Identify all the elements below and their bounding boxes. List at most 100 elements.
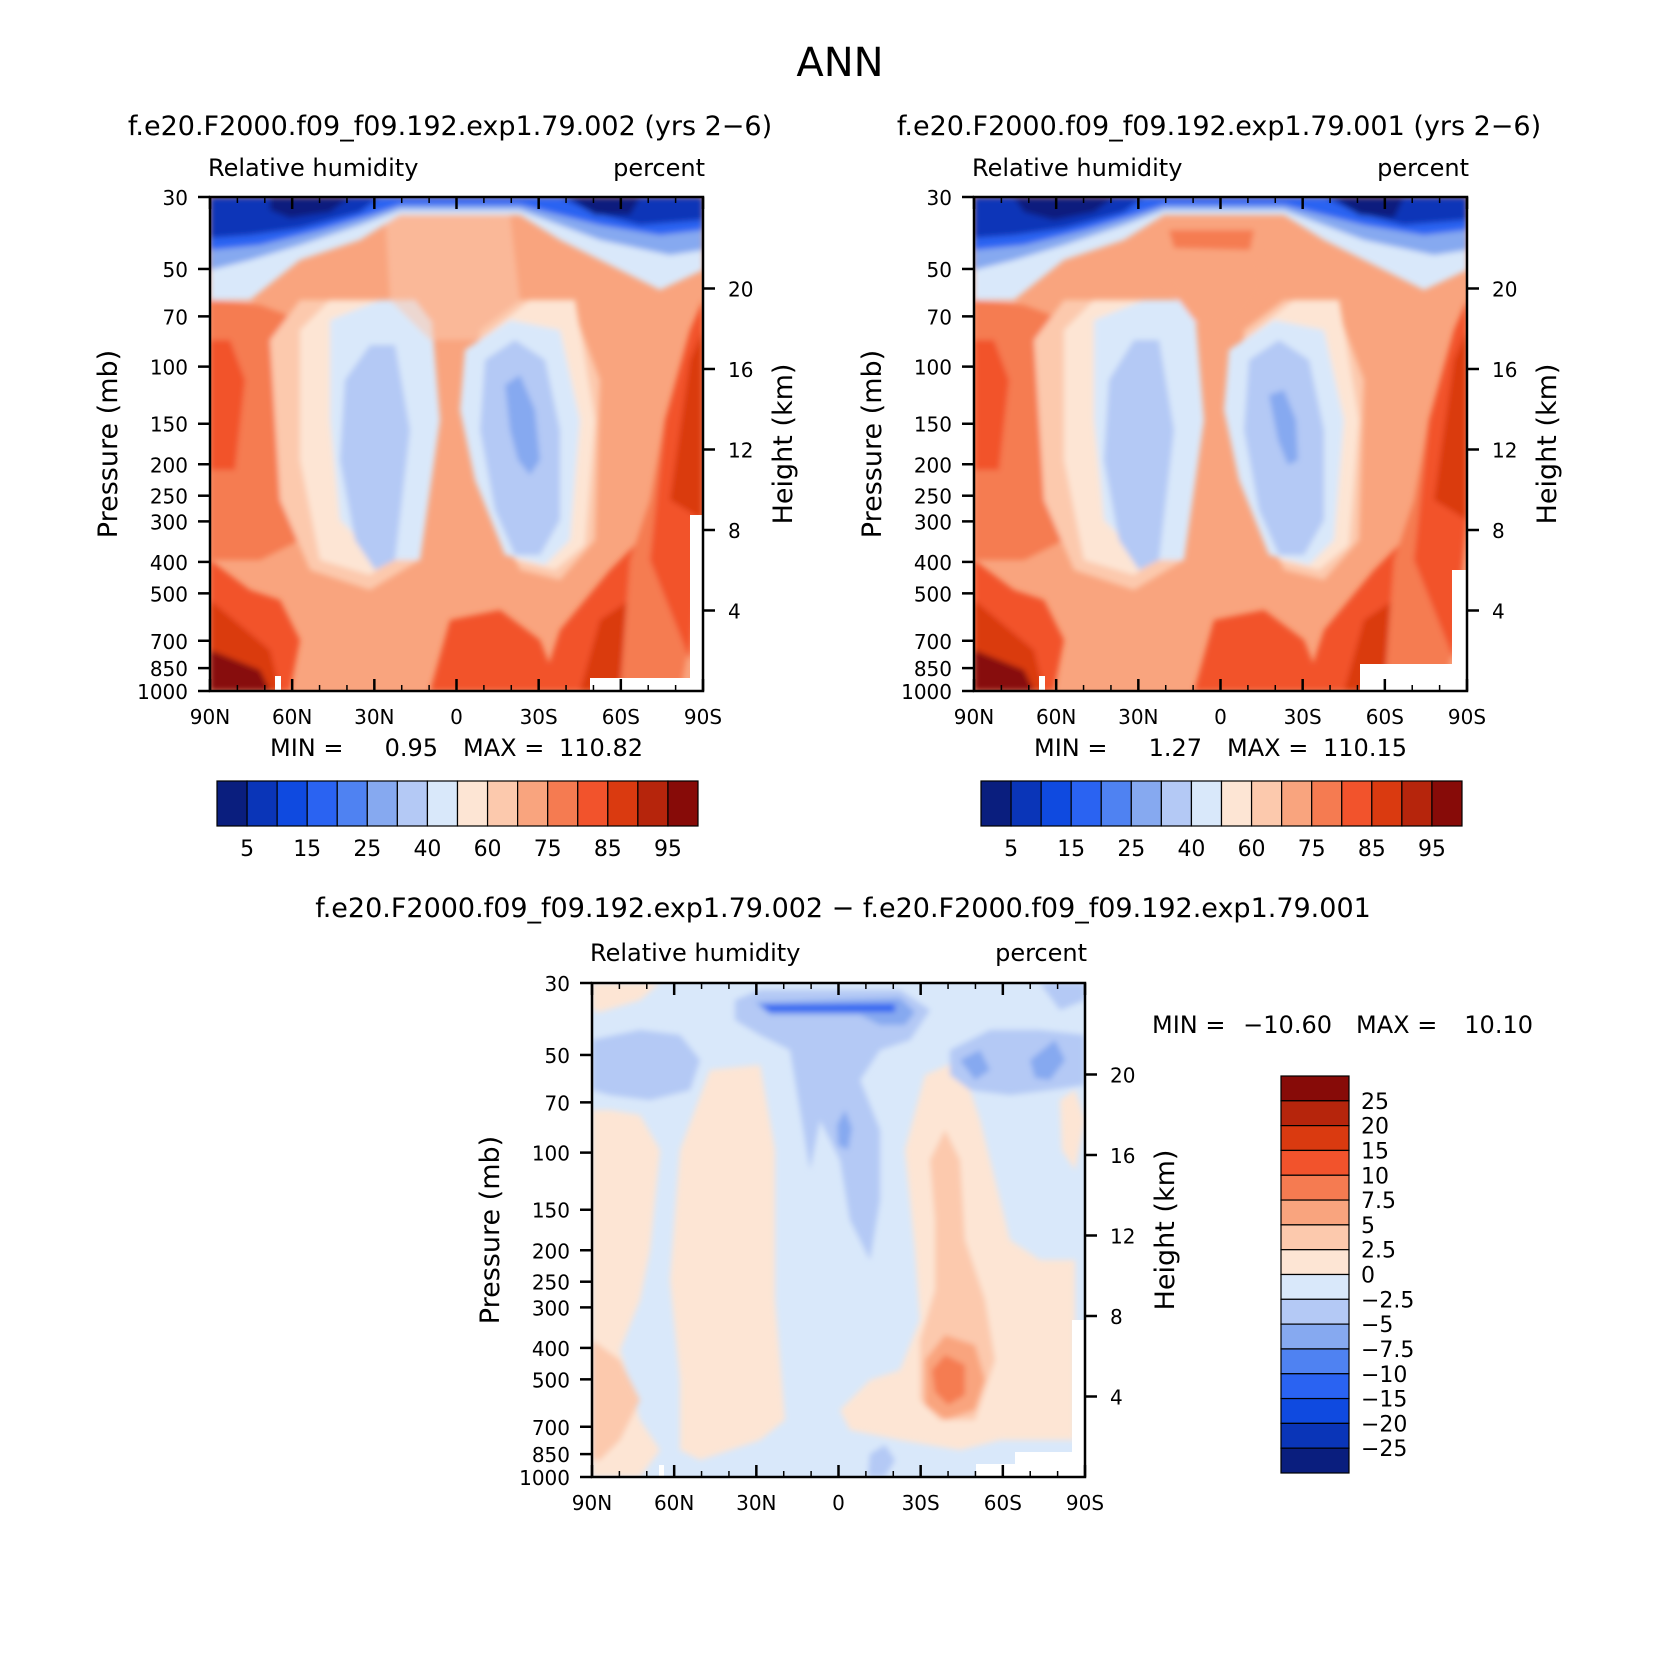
panel-1-variable-label: Relative humidity <box>208 154 418 182</box>
colorbar-box <box>1280 1273 1350 1300</box>
y-tick-label: 100 <box>150 356 188 380</box>
colorbar-box <box>216 780 248 827</box>
colorbar-box <box>1280 1373 1350 1400</box>
height-tick-label: 20 <box>1110 1063 1135 1087</box>
colorbar-label: 15 <box>1361 1139 1389 1164</box>
x-tick-label: 30S <box>902 1491 940 1515</box>
y-tick-label: 30 <box>163 186 188 210</box>
figure-title: ANN <box>796 40 883 86</box>
panel-3-min-value: −10.60 <box>1243 1011 1332 1039</box>
colorbar-box <box>306 780 338 827</box>
x-tick-label: 90S <box>1448 705 1486 729</box>
y-tick-label: 70 <box>163 305 188 329</box>
colorbar-box <box>1280 1447 1350 1474</box>
x-tick-label: 30S <box>520 705 558 729</box>
y-tick-label: 850 <box>150 657 188 681</box>
colorbar-label: 15 <box>1057 837 1085 862</box>
colorbar-label: 20 <box>1361 1115 1389 1140</box>
x-tick-label: 60S <box>984 1491 1022 1515</box>
y-tick-label: 1000 <box>137 680 188 704</box>
colorbar-label: 95 <box>654 837 682 862</box>
y-tick-label: 100 <box>914 356 952 380</box>
colorbar-label: 85 <box>594 837 622 862</box>
panel-3-ylabel-right: Height (km) <box>1150 1150 1181 1311</box>
x-tick-label: 90S <box>1066 1491 1104 1515</box>
colorbar-box <box>1220 780 1253 827</box>
colorbar-box <box>667 780 699 827</box>
height-tick-label: 20 <box>1492 277 1517 301</box>
y-tick-label: 400 <box>914 551 952 575</box>
y-tick-label: 500 <box>150 582 188 606</box>
y-tick-label: 700 <box>914 630 952 654</box>
colorbar-label: −20 <box>1361 1412 1407 1437</box>
colorbar-box <box>1040 780 1072 827</box>
colorbar-box <box>246 780 278 827</box>
height-tick-label: 4 <box>728 599 741 623</box>
colorbar-label: 75 <box>1298 837 1326 862</box>
panel-3-title: f.e20.F2000.f09_f09.192.exp1.79.002 − f.… <box>315 893 1371 924</box>
colorbar-box <box>1401 780 1433 827</box>
x-tick-label: 30N <box>1118 705 1158 729</box>
panel-2-min-label: MIN = <box>1034 734 1107 762</box>
y-tick-label: 500 <box>914 582 952 606</box>
y-tick-label: 70 <box>927 305 952 329</box>
panel-3-min-label: MIN = <box>1152 1011 1225 1039</box>
colorbar-box <box>607 780 639 827</box>
height-tick-label: 4 <box>1110 1385 1123 1409</box>
y-tick-label: 1000 <box>519 1466 570 1490</box>
colorbar-box <box>336 780 368 827</box>
y-tick-label: 500 <box>532 1368 570 1392</box>
x-tick-label: 30N <box>736 1491 776 1515</box>
colorbar-box <box>1280 1348 1350 1375</box>
colorbar-box <box>1250 780 1283 827</box>
colorbar-box <box>1100 780 1132 827</box>
x-tick-label: 90N <box>190 705 230 729</box>
colorbar-label: 5 <box>1004 837 1018 862</box>
height-tick-label: 16 <box>1110 1144 1135 1168</box>
colorbar-box <box>517 780 549 827</box>
colorbar-label: 60 <box>474 837 502 862</box>
height-tick-label: 4 <box>1492 599 1505 623</box>
colorbar-label: 7.5 <box>1361 1189 1396 1214</box>
colorbar-box <box>276 780 308 827</box>
panel-2-max-label: MAX = <box>1227 734 1308 762</box>
panel-3-max-label: MAX = <box>1356 1011 1437 1039</box>
colorbar-label: 25 <box>353 837 381 862</box>
x-tick-label: 60N <box>272 705 312 729</box>
height-tick-label: 20 <box>728 277 753 301</box>
y-tick-label: 150 <box>532 1199 570 1223</box>
colorbar-label: 5 <box>1361 1214 1375 1239</box>
colorbar-box <box>1130 780 1162 827</box>
panel-1-axes: 90N 60N 30N 0 30S 60S 90S 30 50 70 100 150 200 250300… <box>137 186 753 729</box>
colorbar-box <box>1280 1125 1350 1152</box>
y-tick-label: 50 <box>545 1044 570 1068</box>
x-tick-label: 0 <box>1214 705 1227 729</box>
panel-2-field <box>974 197 1467 691</box>
colorbar-box <box>1280 1397 1350 1424</box>
colorbar-box <box>1280 1298 1350 1325</box>
colorbar-label: −10 <box>1361 1363 1407 1388</box>
colorbar-box <box>637 780 669 827</box>
height-tick-label: 12 <box>728 438 753 462</box>
colorbar-box <box>1070 780 1102 827</box>
panel-1-ylabel: Pressure (mb) <box>93 350 124 538</box>
panel-3-field <box>592 983 1085 1477</box>
y-tick-label: 200 <box>532 1239 570 1263</box>
colorbar-box <box>1281 780 1313 827</box>
y-tick-label: 50 <box>927 258 952 282</box>
panel-2-variable-label: Relative humidity <box>972 154 1182 182</box>
y-tick-label: 250 <box>532 1271 570 1295</box>
colorbar-box <box>396 780 429 827</box>
colorbar-label: 2.5 <box>1361 1239 1396 1264</box>
panel-1-max-value: 110.82 <box>559 734 643 762</box>
panel-3-units-label: percent <box>995 939 1087 967</box>
y-tick-label: 30 <box>545 972 570 996</box>
panel-2-ylabel-right: Height (km) <box>1532 364 1563 525</box>
y-tick-label: 250 <box>914 485 952 509</box>
panel-1-min-label: MIN = <box>270 734 343 762</box>
panel-3-axes: 90N 60N 30N 0 30S 60S 90S 30 50 70 100 150 200 250300… <box>519 972 1135 1515</box>
height-tick-label: 12 <box>1492 438 1517 462</box>
panel-1-field <box>210 197 703 691</box>
